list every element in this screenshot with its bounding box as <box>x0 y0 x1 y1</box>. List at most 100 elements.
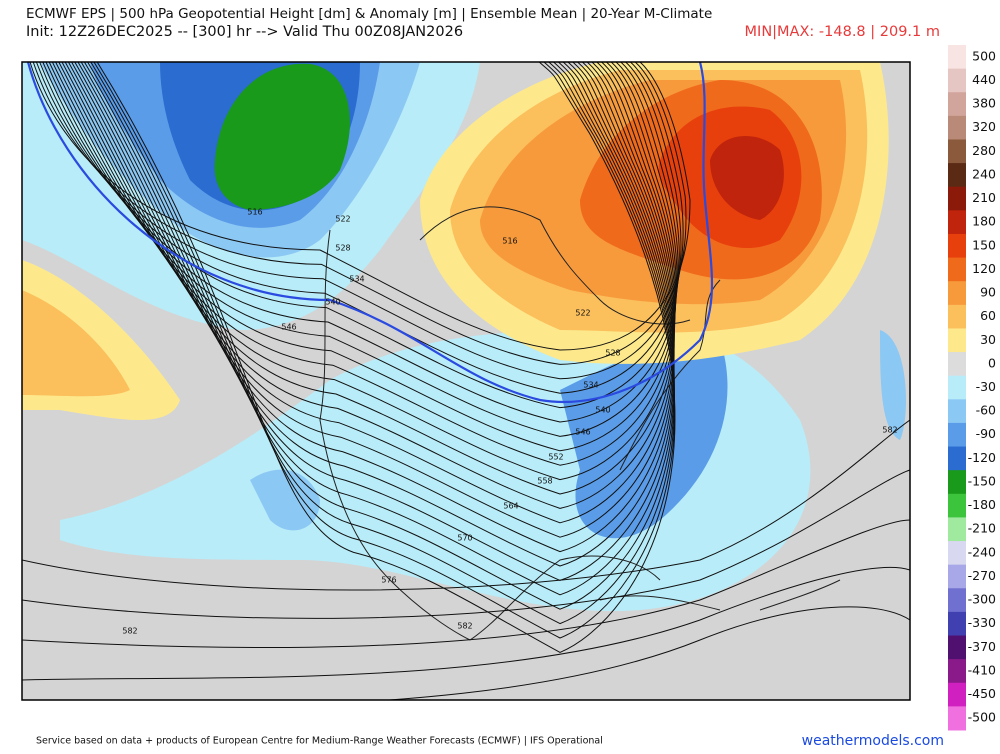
contour-label: 528 <box>605 349 620 358</box>
colorbar-label: 0 <box>988 355 996 370</box>
colorbar-label: 180 <box>972 214 996 229</box>
contour-label: 522 <box>335 215 350 224</box>
contour-label: 552 <box>548 453 563 462</box>
colorbar-label: -300 <box>968 592 996 607</box>
colorbar-label: 280 <box>972 143 996 158</box>
credit: Service based on data + products of Euro… <box>36 736 603 747</box>
colorbar-label: -210 <box>968 521 996 536</box>
colorbar-swatch <box>948 68 966 93</box>
colorbar-swatch <box>948 588 966 613</box>
height-contour <box>22 419 910 591</box>
colorbar-swatch <box>948 375 966 400</box>
height-contours <box>22 62 910 700</box>
height-contour <box>96 62 676 653</box>
height-contour <box>83 62 675 596</box>
colorbar-swatch <box>948 328 966 353</box>
colorbar-swatch <box>948 659 966 684</box>
anomaly-neg <box>560 338 728 539</box>
colorbar-swatch <box>948 564 966 589</box>
anomaly-neg <box>250 469 320 531</box>
colorbar-label: -270 <box>968 568 996 583</box>
colorbar-swatch <box>948 186 966 211</box>
colorbar-label: -150 <box>968 473 996 488</box>
contour-label: 528 <box>335 244 350 253</box>
colorbar-swatch <box>948 422 966 448</box>
contour-label: 516 <box>502 237 517 246</box>
colorbar-swatch <box>948 163 966 188</box>
colorbar-swatch <box>948 611 966 637</box>
height-contour <box>80 62 675 581</box>
colorbar-label: -500 <box>968 710 996 725</box>
colorbar-label: 150 <box>972 237 996 252</box>
contour-label: 564 <box>503 502 518 511</box>
colorbar-swatch <box>948 352 966 377</box>
title: ECMWF EPS | 500 hPa Geopotential Height … <box>26 6 712 22</box>
colorbar-label: -330 <box>968 615 996 630</box>
colorbar-swatch <box>948 446 966 471</box>
colorbar-swatch <box>948 210 966 235</box>
anomaly-pos <box>710 136 784 220</box>
height-contour <box>77 62 675 567</box>
height-contour <box>22 519 910 649</box>
site-link[interactable]: weathermodels.com <box>802 733 944 749</box>
colorbar-label: -90 <box>976 426 996 441</box>
colorbar-label: -180 <box>968 497 996 512</box>
height-contour <box>90 62 675 625</box>
height-contour <box>32 62 687 365</box>
colorbar-swatch <box>948 115 966 140</box>
contour-label: 558 <box>537 477 552 486</box>
colorbar-label: 60 <box>980 308 996 323</box>
colorbar-swatch <box>948 517 966 542</box>
contour-label: 540 <box>595 406 610 415</box>
colorbar-swatch <box>948 281 966 306</box>
height-contour <box>22 567 910 681</box>
colorbar-swatch <box>948 493 966 518</box>
map-frame <box>21 61 911 701</box>
colorbar-label: -120 <box>968 450 996 465</box>
colorbar-swatch <box>948 635 966 660</box>
contour-label: 522 <box>575 309 590 318</box>
height-contour <box>61 62 676 495</box>
anomaly-pos <box>22 290 130 397</box>
colorbar-swatch <box>948 682 966 707</box>
colorbar-swatch <box>948 706 966 731</box>
colorbar-label: -410 <box>968 662 996 677</box>
contour-label: 534 <box>349 275 364 284</box>
anomaly-neg <box>880 330 906 440</box>
contour-label: 546 <box>575 428 590 437</box>
colorbar-swatch <box>948 139 966 164</box>
colorbar-swatch <box>948 470 966 495</box>
map: 516 522 528 534 540 546 516 522 528 534 540 546 552 5… <box>22 62 910 700</box>
colorbar-swatch <box>948 257 966 282</box>
colorbar: 500 440 380 320 280 240 210 180 150 120 90 60 30 0 -30… <box>948 45 996 731</box>
colorbar-label: -240 <box>968 544 996 559</box>
height-contour <box>35 62 684 380</box>
subtitle: Init: 12Z26DEC2025 -- [300] hr --> Valid… <box>26 24 463 40</box>
contour-label: 576 <box>381 576 396 585</box>
colorbar-swatch <box>948 92 966 117</box>
colorbar-swatch <box>948 233 966 259</box>
contour-label: 582 <box>122 627 137 636</box>
contour-540 <box>26 62 714 404</box>
colorbar-swatch <box>948 399 966 424</box>
colorbar-label: 240 <box>972 166 996 181</box>
height-contour <box>93 62 676 639</box>
coastline <box>419 206 691 325</box>
colorbar-swatch <box>948 541 966 566</box>
height-contour <box>382 606 910 700</box>
contour-label: 534 <box>583 381 598 390</box>
contour-label: 516 <box>247 208 262 217</box>
colorbar-label: -30 <box>976 379 996 394</box>
contour-label: 582 <box>882 426 897 435</box>
colorbar-label: -450 <box>968 686 996 701</box>
colorbar-label: 120 <box>972 261 996 276</box>
colorbar-swatch <box>948 45 966 70</box>
contour-label: 582 <box>457 622 472 631</box>
min-max: MIN|MAX: -148.8 | 209.1 m <box>745 24 940 40</box>
colorbar-label: 380 <box>972 96 996 111</box>
colorbar-label: 30 <box>980 332 996 347</box>
colorbar-label: 440 <box>972 72 996 87</box>
height-contour <box>22 469 910 619</box>
colorbar-label: 210 <box>972 190 996 205</box>
